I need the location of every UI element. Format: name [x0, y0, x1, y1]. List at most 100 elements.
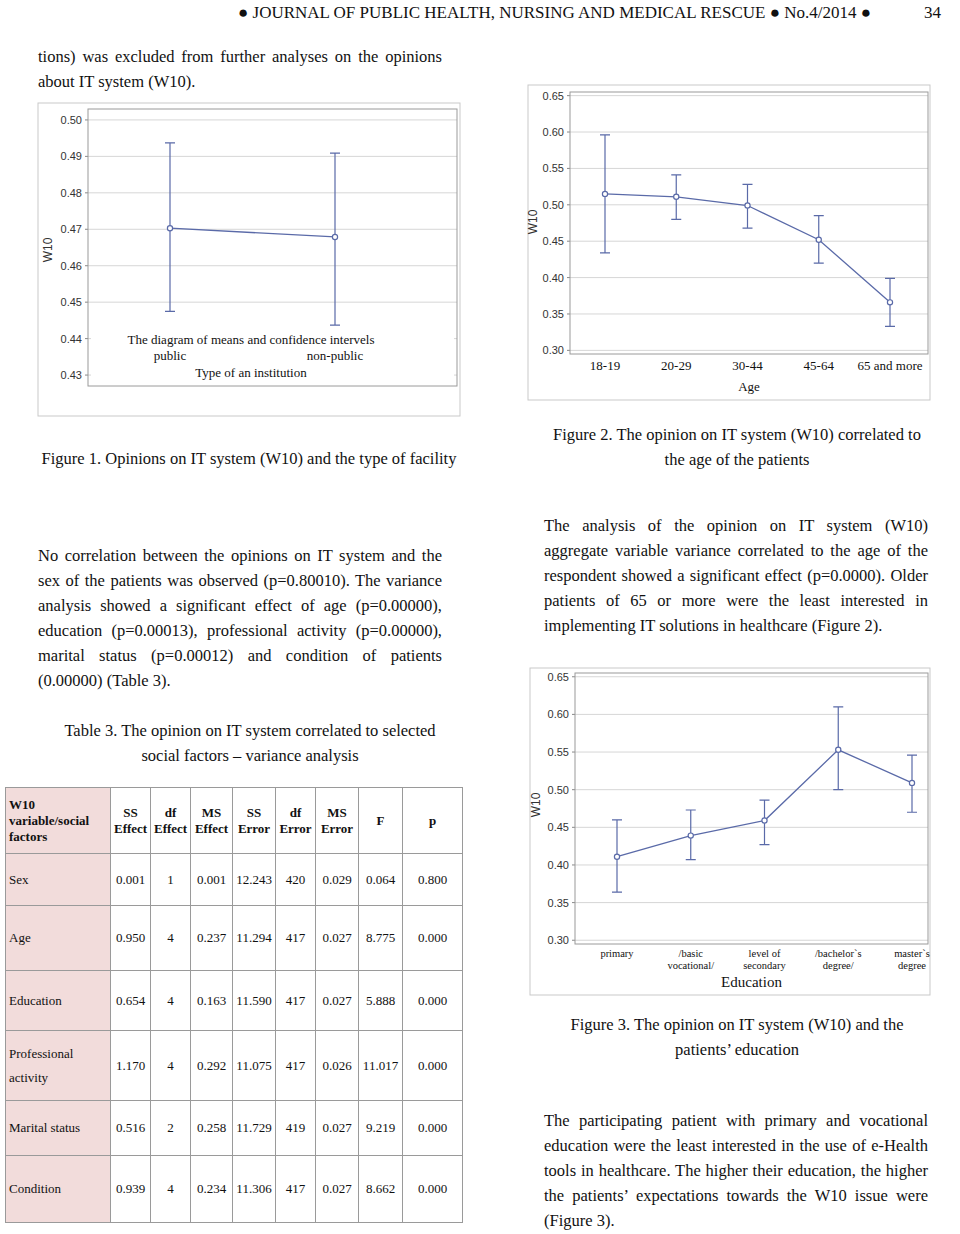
tick-label: 0.48: [61, 187, 82, 199]
grid-line: [575, 827, 928, 828]
marker: [745, 203, 750, 208]
table-cell: 0.064: [359, 854, 403, 906]
error-bar: [814, 216, 824, 263]
table-cell: 0.258: [191, 1101, 233, 1156]
grid-line: [88, 192, 457, 193]
category-label: 45-64: [804, 358, 835, 373]
marker: [909, 780, 914, 785]
chart-box: [38, 103, 460, 416]
tick-label: 0.55: [548, 746, 569, 758]
grid-line: [575, 676, 928, 677]
grid-line: [575, 940, 928, 941]
tick-label: 0.43: [61, 369, 82, 381]
category-label: non-public: [307, 348, 364, 363]
label-line: /basic: [679, 948, 704, 959]
chart: 0.300.350.400.450.500.550.600.65W1018-19…: [526, 85, 930, 400]
grid-line: [575, 902, 928, 903]
marker: [674, 194, 679, 199]
tick-label: 0.50: [543, 199, 564, 211]
error-bar: [165, 143, 175, 311]
table-cell: 0.000: [403, 1156, 463, 1223]
grid-line: [88, 119, 457, 120]
table-caption: Table 3. The opinion on IT system correl…: [48, 718, 452, 768]
paragraph: No correlation between the opinions on I…: [38, 543, 442, 693]
page-number: 34: [924, 3, 941, 23]
header-cell: W10 variable/social factors: [6, 788, 111, 854]
table-cell: 0.292: [191, 1031, 233, 1101]
header-cell: df Error: [276, 788, 316, 854]
chart: 0.300.350.400.450.500.550.600.65W10prima…: [529, 668, 930, 995]
tick-label: 0.40: [543, 272, 564, 284]
category-label: public: [154, 348, 187, 363]
tick-label: 0.50: [61, 114, 82, 126]
row-label: Marital status: [6, 1101, 111, 1156]
plot-frame: [575, 673, 928, 944]
table-cell: 11.075: [233, 1031, 276, 1101]
tick-label: 0.65: [543, 90, 564, 102]
row-label: Condition: [6, 1156, 111, 1223]
category-label: 30-44: [732, 358, 763, 373]
table-cell: 11.306: [233, 1156, 276, 1223]
table-cell: 0.237: [191, 906, 233, 971]
table-cell: 0.000: [403, 971, 463, 1031]
table-cell: 11.017: [359, 1031, 403, 1101]
table-cell: 2: [151, 1101, 191, 1156]
tick-label: 0.45: [543, 235, 564, 247]
category-label: /basicvocational/: [667, 948, 714, 971]
table-cell: 11.294: [233, 906, 276, 971]
error-bar: [760, 800, 770, 844]
figure-caption: Figure 2. The opinion on IT system (W10)…: [544, 422, 930, 472]
table-cell: 11.729: [233, 1101, 276, 1156]
figure-caption: Figure 1. Opinions on IT system (W10) an…: [38, 446, 460, 471]
header-cell: df Effect: [151, 788, 191, 854]
axis-title: Type of an institution: [195, 365, 307, 380]
category-label: primary: [600, 948, 634, 959]
label-line: level of: [749, 948, 781, 959]
table-cell: 1.170: [111, 1031, 151, 1101]
grid-line: [88, 156, 457, 157]
grid-line: [575, 752, 928, 753]
label-line: degree/: [823, 960, 854, 971]
row-label: Sex: [6, 854, 111, 906]
table-cell: 9.219: [359, 1101, 403, 1156]
table-row: Condition0.93940.23411.3064170.0278.6620…: [6, 1156, 463, 1223]
label-panel: [91, 331, 454, 384]
data-layer: [165, 143, 340, 325]
marker: [836, 747, 841, 752]
label-line: /bachelor`s: [815, 948, 862, 959]
data-layer: [600, 135, 895, 326]
error-bar: [330, 153, 340, 325]
error-bar: [671, 175, 681, 219]
figure-caption: Figure 3. The opinion on IT system (W10)…: [544, 1012, 930, 1062]
category-label: 18-19: [590, 358, 620, 373]
series-line: [170, 228, 335, 237]
chart-box: [528, 85, 930, 400]
table-row: Education0.65440.16311.5904170.0275.8880…: [6, 971, 463, 1031]
grid-line: [88, 302, 457, 303]
tick-label: 0.60: [548, 708, 569, 720]
grid-line: [570, 313, 928, 314]
running-header: ● JOURNAL OF PUBLIC HEALTH, NURSING AND …: [238, 3, 871, 23]
anova-table: W10 variable/social factorsSS Effectdf E…: [5, 787, 463, 1223]
marker: [602, 191, 607, 196]
table-cell: 0.027: [316, 1101, 359, 1156]
tick-label: 0.60: [543, 126, 564, 138]
table-cell: 0.234: [191, 1156, 233, 1223]
tick-label: 0.65: [548, 671, 569, 683]
series-line: [617, 750, 912, 857]
header-cell: F: [359, 788, 403, 854]
label-line: degree: [898, 960, 926, 971]
table-cell: 0.000: [403, 1101, 463, 1156]
marker: [614, 854, 619, 859]
header-cell: p: [403, 788, 463, 854]
table-row: Professional activity1.17040.29211.07541…: [6, 1031, 463, 1101]
axis-title: Education: [721, 974, 782, 990]
header-cell: MS Error: [316, 788, 359, 854]
error-bar: [743, 184, 753, 228]
table-row: Marital status0.51620.25811.7294190.0279…: [6, 1101, 463, 1156]
data-layer: [612, 707, 917, 892]
tick-label: 0.30: [548, 934, 569, 946]
marker: [167, 226, 172, 231]
marker: [887, 300, 892, 305]
row-label: Age: [6, 906, 111, 971]
